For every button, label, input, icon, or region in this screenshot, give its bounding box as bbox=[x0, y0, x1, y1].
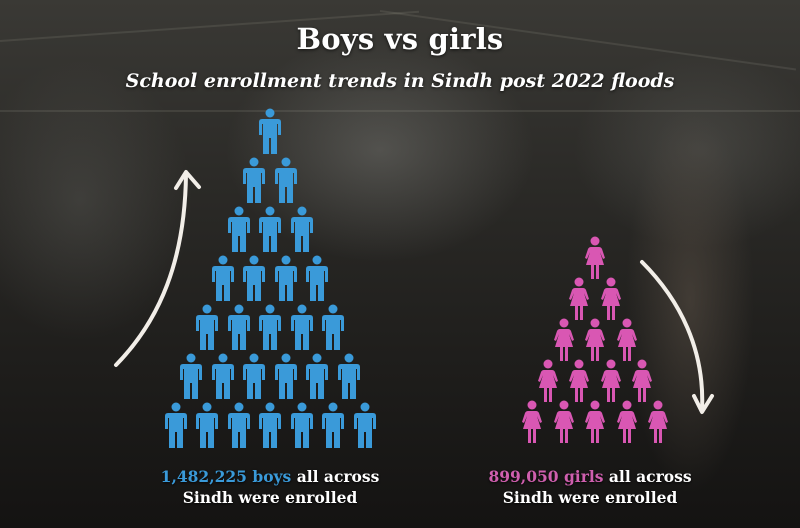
girls-caption-line1: 899,050 girls all across bbox=[460, 466, 720, 487]
pyramid-row bbox=[515, 236, 675, 280]
pyramid-row bbox=[160, 353, 380, 401]
boys-caption-line1: 1,482,225 boys all across bbox=[140, 466, 400, 487]
male-person-icon bbox=[258, 304, 282, 352]
pyramid-row bbox=[515, 277, 675, 321]
male-person-icon bbox=[227, 206, 251, 254]
chart-subtitle: School enrollment trends in Sindh post 2… bbox=[125, 70, 675, 92]
male-person-icon bbox=[242, 157, 266, 205]
male-person-icon bbox=[337, 353, 361, 401]
male-person-icon bbox=[274, 353, 298, 401]
male-person-icon bbox=[258, 402, 282, 450]
female-person-icon bbox=[584, 400, 606, 444]
male-person-icon bbox=[242, 255, 266, 303]
male-person-icon bbox=[242, 353, 266, 401]
male-person-icon bbox=[321, 402, 345, 450]
male-person-icon bbox=[258, 108, 282, 156]
male-person-icon bbox=[195, 304, 219, 352]
girls-caption-line2: Sindh were enrolled bbox=[502, 488, 678, 507]
girls-count: 899,050 bbox=[488, 467, 559, 486]
male-person-icon bbox=[290, 206, 314, 254]
female-person-icon bbox=[553, 400, 575, 444]
boys-pictogram-pyramid bbox=[160, 108, 380, 451]
girls-label: girls bbox=[563, 467, 604, 486]
girls-pictogram-pyramid bbox=[515, 236, 675, 444]
female-person-icon bbox=[616, 318, 638, 362]
male-person-icon bbox=[179, 353, 203, 401]
male-person-icon bbox=[290, 304, 314, 352]
pyramid-row bbox=[160, 108, 380, 156]
male-person-icon bbox=[274, 255, 298, 303]
female-person-icon bbox=[584, 236, 606, 280]
male-person-icon bbox=[211, 255, 235, 303]
boys-caption: 1,482,225 boys all across Sindh were enr… bbox=[140, 466, 400, 508]
female-person-icon bbox=[584, 318, 606, 362]
background-tent-beam bbox=[0, 110, 800, 112]
boys-count: 1,482,225 bbox=[160, 467, 247, 486]
female-person-icon bbox=[568, 277, 590, 321]
arrow-down-icon bbox=[640, 260, 714, 414]
girls-caption: 899,050 girls all across Sindh were enro… bbox=[460, 466, 720, 508]
arrow-up-icon bbox=[114, 170, 201, 367]
male-person-icon bbox=[227, 304, 251, 352]
male-person-icon bbox=[258, 206, 282, 254]
background-teacher-silhouette bbox=[600, 40, 770, 528]
male-person-icon bbox=[211, 353, 235, 401]
male-person-icon bbox=[195, 402, 219, 450]
chart-title: Boys vs girls bbox=[296, 22, 504, 56]
male-person-icon bbox=[164, 402, 188, 450]
male-person-icon bbox=[321, 304, 345, 352]
female-person-icon bbox=[616, 400, 638, 444]
male-person-icon bbox=[305, 255, 329, 303]
male-person-icon bbox=[274, 157, 298, 205]
female-person-icon bbox=[553, 318, 575, 362]
pyramid-row bbox=[515, 359, 675, 403]
female-person-icon bbox=[631, 359, 653, 403]
girls-caption-rest: all across bbox=[608, 467, 692, 486]
male-person-icon bbox=[305, 353, 329, 401]
female-person-icon bbox=[568, 359, 590, 403]
pyramid-row bbox=[160, 206, 380, 254]
pyramid-row bbox=[515, 318, 675, 362]
pyramid-row bbox=[160, 304, 380, 352]
boys-label: boys bbox=[252, 467, 292, 486]
pyramid-row bbox=[160, 255, 380, 303]
female-person-icon bbox=[647, 400, 669, 444]
male-person-icon bbox=[227, 402, 251, 450]
pyramid-row bbox=[160, 157, 380, 205]
pyramid-row bbox=[160, 402, 380, 450]
male-person-icon bbox=[353, 402, 377, 450]
pyramid-row bbox=[515, 400, 675, 444]
boys-caption-line2: Sindh were enrolled bbox=[182, 488, 358, 507]
boys-caption-rest: all across bbox=[296, 467, 380, 486]
female-person-icon bbox=[600, 359, 622, 403]
female-person-icon bbox=[521, 400, 543, 444]
male-person-icon bbox=[290, 402, 314, 450]
female-person-icon bbox=[600, 277, 622, 321]
female-person-icon bbox=[537, 359, 559, 403]
